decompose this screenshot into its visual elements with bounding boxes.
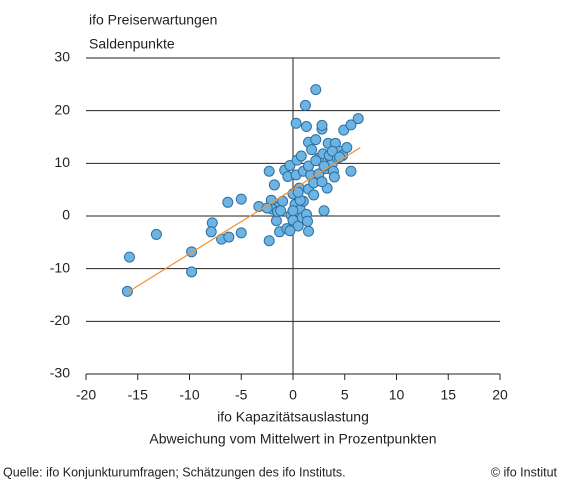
point (121, 285, 133, 297)
point (150, 228, 162, 240)
point (123, 251, 135, 263)
x-axis-title: Abweichung vom Mittelwert in Prozentpunk… (149, 431, 436, 447)
point (205, 226, 217, 238)
point (263, 235, 275, 247)
point (316, 119, 328, 131)
x-tick-label: -10 (179, 387, 199, 403)
x-tick-label: -20 (76, 387, 96, 403)
point (316, 176, 328, 188)
x-tick-label: 10 (389, 387, 405, 403)
x-axis-title: ifo Kapazitätsauslastung (217, 409, 369, 425)
point (290, 117, 302, 129)
point (295, 150, 307, 162)
point (345, 119, 357, 131)
point (306, 144, 318, 156)
point (222, 196, 234, 208)
point (301, 215, 313, 227)
point (292, 186, 304, 198)
point (206, 217, 218, 229)
point (352, 113, 364, 125)
point (235, 193, 247, 205)
point (270, 215, 282, 227)
point (341, 142, 353, 154)
point (300, 120, 312, 132)
copyright: © ifo Institut (491, 465, 558, 479)
point (310, 155, 322, 167)
point (303, 225, 315, 237)
x-tick-label: 5 (341, 387, 349, 403)
y-tick-label: 30 (54, 49, 70, 65)
point (287, 205, 299, 217)
point (268, 179, 280, 191)
y-tick-label: -10 (50, 259, 70, 275)
point (326, 145, 338, 157)
source: Quelle: ifo Konjunkturumfragen; Schätzun… (3, 465, 346, 479)
point (186, 266, 198, 278)
point (328, 171, 340, 183)
point (235, 227, 247, 239)
y-tick-label: -30 (50, 365, 70, 381)
point (310, 84, 322, 96)
point (308, 189, 320, 201)
point (275, 205, 287, 217)
point (310, 134, 322, 146)
y-tick-label: 10 (54, 154, 70, 170)
x-tick-label: 15 (440, 387, 456, 403)
y-tick-label: 0 (62, 207, 70, 223)
x-tick-label: -5 (235, 387, 248, 403)
x-tick-label: -15 (128, 387, 148, 403)
y-tick-label: -20 (50, 312, 70, 328)
y-axis-title: ifo Preiserwartungen (89, 12, 217, 28)
point (223, 231, 235, 243)
point (345, 165, 357, 177)
point (299, 99, 311, 111)
point (284, 225, 296, 237)
y-tick-label: 20 (54, 101, 70, 117)
point (318, 205, 330, 217)
x-tick-label: 0 (289, 387, 297, 403)
trendline (127, 146, 361, 293)
x-tick-label: 20 (492, 387, 508, 403)
y-axis-title: Saldenpunkte (89, 36, 175, 52)
point (263, 165, 275, 177)
